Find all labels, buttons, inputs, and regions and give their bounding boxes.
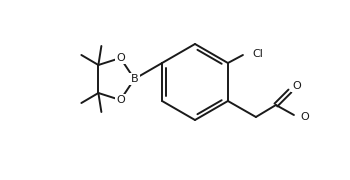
Text: O: O bbox=[292, 81, 301, 91]
Text: O: O bbox=[116, 95, 125, 105]
Text: O: O bbox=[116, 53, 125, 63]
Text: O: O bbox=[300, 112, 309, 122]
Text: B: B bbox=[131, 74, 138, 84]
Text: Cl: Cl bbox=[252, 49, 263, 59]
